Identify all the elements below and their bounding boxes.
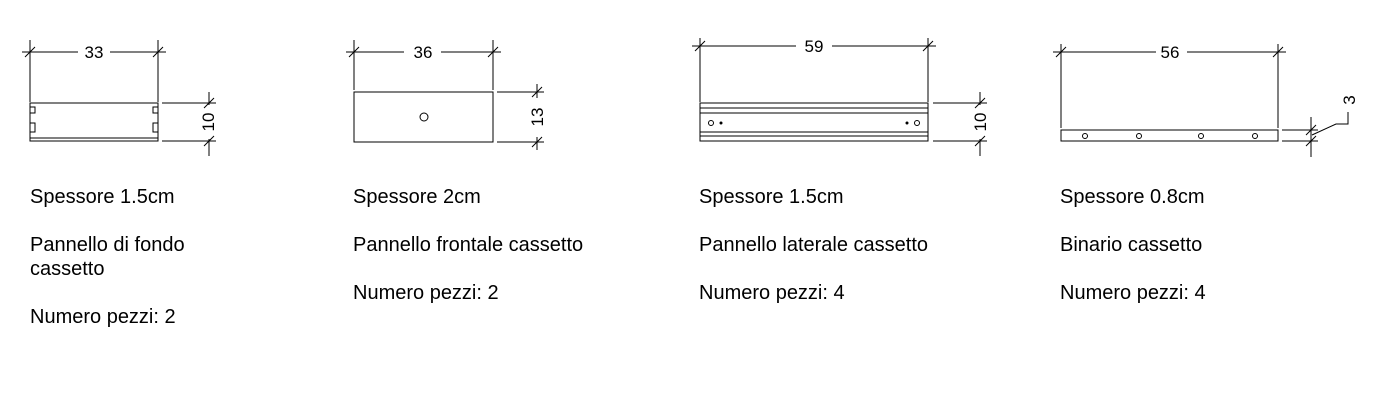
- part-2-thickness: Spessore 2cm: [353, 186, 481, 208]
- part-4-height-dim: 3: [1340, 95, 1359, 104]
- part-1-height-dim: 10: [199, 113, 218, 132]
- part-2-height-dim: 13: [528, 108, 547, 127]
- part-4-name: Binario cassetto: [1060, 234, 1203, 256]
- part-1-drawing: [22, 40, 216, 156]
- part-3-height-dim: 10: [971, 113, 990, 132]
- part-1-name: Pannello di fondo cassetto: [30, 234, 185, 280]
- part-2-width-dim: 36: [414, 43, 433, 62]
- part-1-quantity: Numero pezzi: 2: [30, 306, 176, 328]
- part-4-thickness: Spessore 0.8cm: [1060, 186, 1205, 208]
- part-2-drawing: [346, 40, 544, 150]
- part-2-name: Pannello frontale cassetto: [353, 234, 584, 256]
- part-3-name: Pannello laterale cassetto: [699, 234, 929, 256]
- part-3-width-dim: 59: [805, 37, 824, 56]
- part-3-drawing: [692, 38, 987, 156]
- part-2-quantity: Numero pezzi: 2: [353, 282, 499, 304]
- part-1-thickness: Spessore 1.5cm: [30, 186, 175, 208]
- part-3-quantity: Numero pezzi: 4: [699, 282, 845, 304]
- part-3-thickness: Spessore 1.5cm: [699, 186, 844, 208]
- part-4-drawing: [1053, 44, 1349, 157]
- part-1-width-dim: 33: [85, 43, 104, 62]
- part-4-quantity: Numero pezzi: 4: [1060, 282, 1206, 304]
- part-4-width-dim: 56: [1161, 43, 1180, 62]
